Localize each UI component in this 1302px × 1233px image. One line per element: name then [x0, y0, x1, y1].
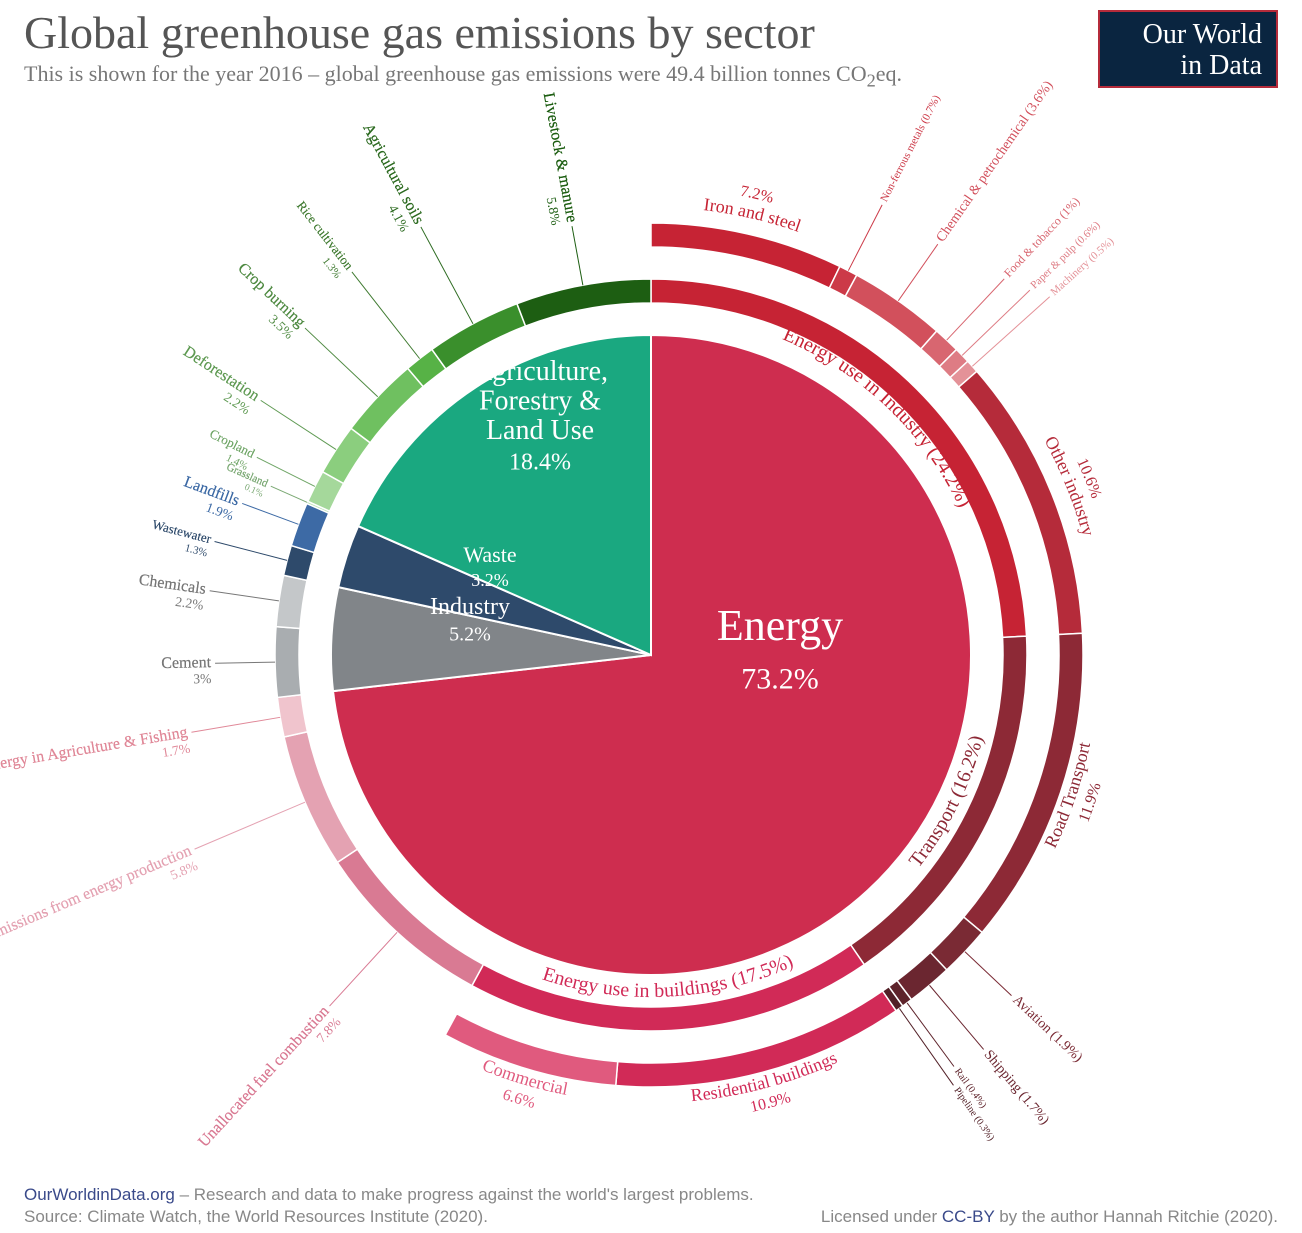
source-text: Source: Climate Watch, the World Resourc… — [24, 1207, 488, 1227]
mid-label: Wastewater1.3% — [147, 517, 213, 560]
mid-slice — [517, 279, 651, 326]
mid-label: Cement3% — [161, 654, 212, 687]
mid-label: Livestock & manure5.8% — [525, 91, 581, 226]
outer-slice — [845, 275, 936, 349]
mid-label: Unallocated fuel combustion7.8% — [195, 1003, 344, 1161]
outer-label: Aviation (1.9%) — [1009, 993, 1085, 1066]
mid-label: Fugitive emissions from energy productio… — [0, 842, 200, 980]
mid-slice — [275, 627, 301, 698]
owid-link[interactable]: OurWorldinData.org — [24, 1185, 175, 1204]
mid-label: Landfills1.9% — [176, 473, 241, 523]
mid-label: Energy in Agriculture & Fishing1.7% — [0, 724, 191, 790]
license-text: Licensed under CC-BY by the author Hanna… — [821, 1207, 1278, 1227]
outer-label: Non-ferrous metals (0.7%) — [878, 93, 943, 204]
sunburst-chart: Energy73.2%Industry5.2%Waste3.2%Agricult… — [0, 0, 1302, 1233]
mid-label: Deforestation2.2% — [172, 343, 263, 418]
outer-label: Food & tobacco (1%) — [1001, 194, 1083, 280]
outer-slice — [651, 223, 840, 288]
cc-by-link[interactable]: CC-BY — [942, 1207, 995, 1226]
outer-label: Chemical & petrochemical (3.6%) — [934, 78, 1057, 245]
mid-slice — [277, 695, 307, 737]
chart-footer: OurWorldinData.org – Research and data t… — [24, 1185, 1278, 1227]
mid-slice — [351, 368, 423, 442]
mid-label: Chemicals2.2% — [136, 571, 207, 613]
mid-label: Crop burning3.5% — [224, 260, 308, 342]
inner-label: Waste3.2% — [463, 542, 516, 590]
mid-label: Rice cultivation1.3% — [283, 198, 356, 281]
mid-label: Agricultural soils4.1% — [346, 121, 427, 235]
outer-label: Shipping (1.7%) — [981, 1048, 1052, 1129]
mid-slice — [276, 575, 307, 628]
